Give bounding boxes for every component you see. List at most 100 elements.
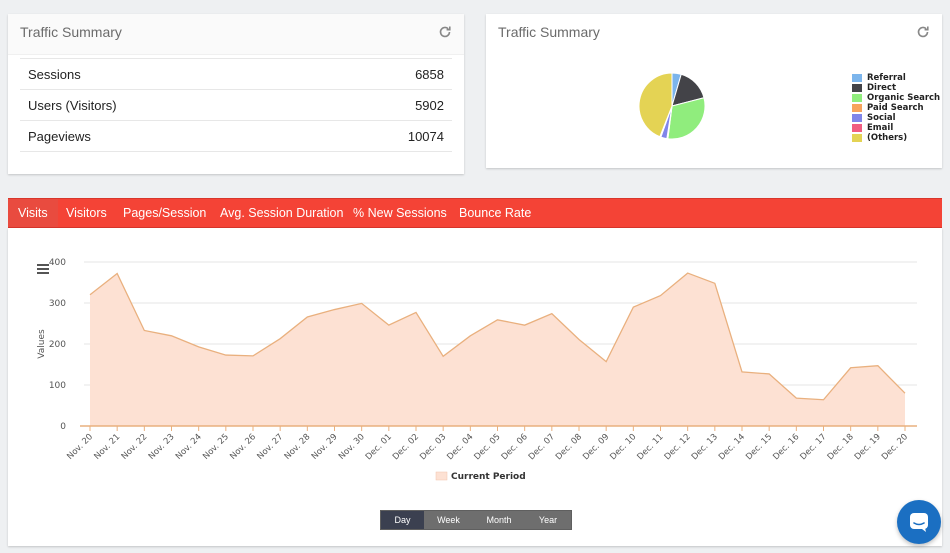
data-point[interactable] (278, 337, 282, 341)
metric-tabs: Visits Visitors Pages/Session Avg. Sessi… (8, 198, 942, 228)
pie-slice-organic-search[interactable] (667, 97, 706, 140)
row-label: Users (Visitors) (28, 98, 117, 113)
legend-label: Organic Search (867, 93, 941, 103)
data-point[interactable] (767, 372, 771, 376)
table-row: Sessions 6858 (20, 58, 452, 89)
data-point[interactable] (88, 293, 92, 297)
x-tick-label: Nov. 21 (92, 432, 122, 462)
card-title: Traffic Summary (498, 24, 600, 40)
pie-slice-others[interactable] (638, 72, 673, 138)
period-day-button[interactable]: Day (381, 511, 424, 529)
data-point[interactable] (224, 353, 228, 357)
legend-label: Referral (867, 73, 906, 83)
legend-label: (Others) (867, 133, 908, 143)
refresh-icon[interactable] (916, 25, 930, 39)
data-point[interactable] (170, 334, 174, 338)
pie-chart (638, 72, 706, 140)
x-tick-label: Nov. 23 (147, 432, 177, 462)
legend-label: Paid Search (867, 103, 924, 113)
data-point[interactable] (441, 354, 445, 358)
legend-swatch (852, 94, 862, 102)
data-point[interactable] (333, 308, 337, 312)
row-value: 10074 (407, 129, 444, 144)
data-point[interactable] (550, 312, 554, 316)
data-point[interactable] (822, 398, 826, 402)
x-tick-label: Nov. 22 (120, 432, 150, 462)
x-tick-label: Dec. 17 (798, 432, 828, 462)
data-point[interactable] (523, 323, 527, 327)
x-tick-label: Nov. 29 (310, 432, 340, 462)
data-point[interactable] (577, 337, 581, 341)
legend-item[interactable]: (Others) (852, 133, 940, 143)
data-point[interactable] (468, 334, 472, 338)
data-point[interactable] (876, 364, 880, 368)
data-point[interactable] (659, 294, 663, 298)
x-tick-label: Dec. 08 (554, 432, 584, 462)
data-point[interactable] (197, 345, 201, 349)
tab-pages-session[interactable]: Pages/Session (123, 206, 207, 220)
x-tick-label: Nov. 20 (65, 432, 95, 462)
tab-new-sessions[interactable]: % New Sessions (353, 206, 447, 220)
legend-swatch (852, 104, 862, 112)
data-point[interactable] (360, 301, 364, 305)
x-tick-label: Dec. 09 (581, 432, 611, 462)
x-tick-label: Dec. 15 (744, 432, 774, 462)
refresh-icon[interactable] (438, 25, 452, 39)
tab-bounce-rate[interactable]: Bounce Rate (459, 206, 532, 220)
legend-label: Email (867, 123, 894, 133)
chat-launcher-button[interactable] (897, 500, 941, 544)
tab-visits[interactable]: Visits (8, 199, 58, 227)
legend-swatch (852, 84, 862, 92)
legend-item[interactable]: Paid Search (852, 103, 940, 113)
card-header: Traffic Summary (8, 14, 464, 55)
x-tick-label: Dec. 03 (418, 432, 448, 462)
data-point[interactable] (794, 396, 798, 400)
x-tick-label: Dec. 07 (527, 432, 557, 462)
x-tick-label: Dec. 13 (690, 432, 720, 462)
row-value: 6858 (415, 67, 444, 82)
data-point[interactable] (387, 323, 391, 327)
period-year-button[interactable]: Year (538, 515, 558, 525)
chart-legend[interactable]: Current Period (435, 471, 526, 482)
period-week-button[interactable]: Week (437, 515, 460, 525)
period-month-button[interactable]: Month (486, 515, 512, 525)
data-point[interactable] (496, 318, 500, 322)
x-tick-label: Nov. 30 (337, 432, 367, 462)
y-tick-label: 100 (49, 381, 66, 391)
legend-label: Current Period (451, 472, 526, 482)
table-row: Pageviews 10074 (20, 120, 452, 152)
legend-item[interactable]: Social (852, 113, 940, 123)
chat-icon (910, 513, 928, 532)
x-tick-label: Nov. 24 (174, 432, 204, 462)
series-line-current-period (89, 272, 906, 401)
x-tick-label: Dec. 16 (771, 432, 801, 462)
data-point[interactable] (115, 271, 119, 275)
data-point[interactable] (631, 305, 635, 309)
data-point[interactable] (604, 360, 608, 364)
hamburger-menu-icon[interactable] (37, 264, 49, 274)
data-point[interactable] (251, 354, 255, 358)
row-value: 5902 (415, 98, 444, 113)
tab-avg-session-duration[interactable]: Avg. Session Duration (220, 206, 344, 220)
x-tick-label: Dec. 11 (635, 432, 665, 462)
pie-legend: Referral Direct Organic Search Paid Search S… (852, 73, 940, 143)
data-point[interactable] (849, 366, 853, 370)
y-tick-label: 200 (49, 340, 66, 350)
tab-visitors[interactable]: Visitors (66, 206, 107, 220)
data-point[interactable] (740, 370, 744, 374)
data-point[interactable] (686, 271, 690, 275)
legend-item[interactable]: Organic Search (852, 93, 940, 103)
data-point[interactable] (142, 328, 146, 332)
data-point[interactable] (414, 310, 418, 314)
legend-label: Direct (867, 83, 897, 93)
legend-item[interactable]: Email (852, 123, 940, 133)
data-point[interactable] (305, 315, 309, 319)
legend-item[interactable]: Direct (852, 83, 940, 93)
legend-swatch (852, 134, 862, 142)
x-tick-label: Dec. 01 (364, 432, 394, 462)
data-point[interactable] (713, 281, 717, 285)
x-tick-label: Nov. 27 (255, 432, 285, 462)
legend-item[interactable]: Referral (852, 73, 940, 83)
data-point[interactable] (903, 391, 907, 395)
x-tick-label: Dec. 18 (826, 432, 856, 462)
